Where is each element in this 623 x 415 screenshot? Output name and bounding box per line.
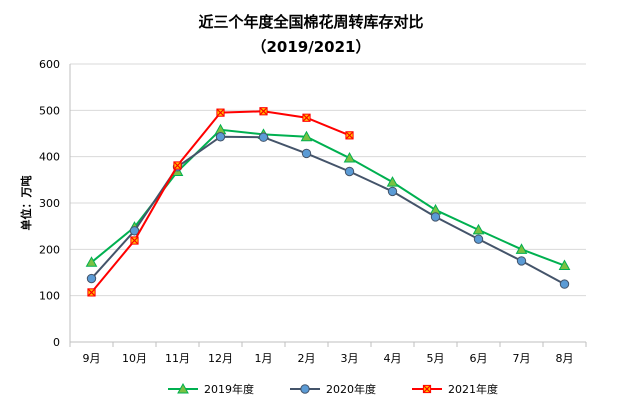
x-tick-label: 6月 [470, 352, 488, 365]
legend: 2019年度 2020年度 2021年度 [168, 382, 498, 396]
axis-layer: 0 100 200 300 400 500 600 9月 10月 11月 12月 1月 2月 3月 4月 5月… [39, 58, 587, 365]
circle-marker [344, 166, 355, 177]
triangle-marker [515, 243, 528, 254]
circle-marker [301, 148, 312, 159]
triangle-marker [343, 152, 356, 163]
x-square-marker [422, 384, 432, 394]
series-line [90, 128, 565, 267]
chart-title: 近三个年度全国棉花周转库存对比 [198, 13, 423, 31]
y-tick-label: 100 [39, 290, 60, 303]
circle-marker [473, 234, 484, 244]
x-tick-label: 10月 [122, 352, 147, 365]
x-tick-label: 2月 [298, 352, 316, 365]
y-tick-label: 200 [39, 243, 60, 256]
x-tick-label: 7月 [513, 352, 531, 365]
x-square-marker [216, 108, 225, 117]
x-tick-label: 12月 [208, 352, 233, 365]
x-tick-label: 9月 [83, 352, 101, 365]
series-layer [85, 107, 571, 297]
series-2021年度 [87, 107, 354, 297]
y-tick-label: 0 [53, 336, 60, 349]
y-axis-label: 单位：万吨 [19, 176, 33, 231]
circle-marker [516, 256, 527, 266]
legend-item: 2019年度 [168, 382, 254, 396]
x-square-marker [173, 161, 182, 170]
circle-marker [387, 186, 398, 197]
x-square-marker [87, 288, 96, 297]
y-tick-label: 600 [39, 58, 60, 71]
x-tick-label: 8月 [556, 352, 574, 365]
series-2020年度 [86, 132, 570, 289]
circle-marker [559, 279, 570, 289]
x-square-marker [345, 131, 354, 140]
legend-label: 2021年度 [448, 382, 498, 396]
x-tick-label: 5月 [427, 352, 445, 365]
x-square-marker [302, 113, 311, 122]
x-tick-label: 1月 [255, 352, 273, 365]
legend-item: 2021年度 [412, 382, 498, 396]
triangle-marker [472, 223, 485, 235]
triangle-marker [300, 130, 313, 142]
x-square-marker [259, 107, 268, 116]
legend-label: 2020年度 [326, 382, 376, 396]
chart-subtitle: （2019/2021） [252, 38, 371, 56]
x-tick-label: 11月 [165, 352, 190, 365]
triangle-marker [558, 259, 571, 271]
x-square-marker [130, 236, 139, 245]
circle-marker [86, 273, 97, 284]
triangle-marker [386, 176, 399, 187]
triangle-marker [85, 256, 98, 267]
legend-label: 2019年度 [204, 382, 254, 396]
grid-layer [70, 63, 586, 297]
circle-marker [430, 212, 441, 222]
legend-item: 2020年度 [290, 382, 376, 396]
circle-marker [215, 132, 226, 142]
y-tick-label: 300 [39, 197, 60, 210]
circle-marker [300, 384, 310, 394]
triangle-marker [177, 382, 189, 394]
x-tick-label: 3月 [341, 352, 359, 365]
y-tick-label: 500 [39, 104, 60, 117]
x-tick-label: 4月 [384, 352, 402, 365]
circle-marker [129, 226, 140, 236]
circle-marker [258, 132, 269, 142]
y-tick-label: 400 [39, 151, 60, 164]
series-line [90, 135, 565, 285]
